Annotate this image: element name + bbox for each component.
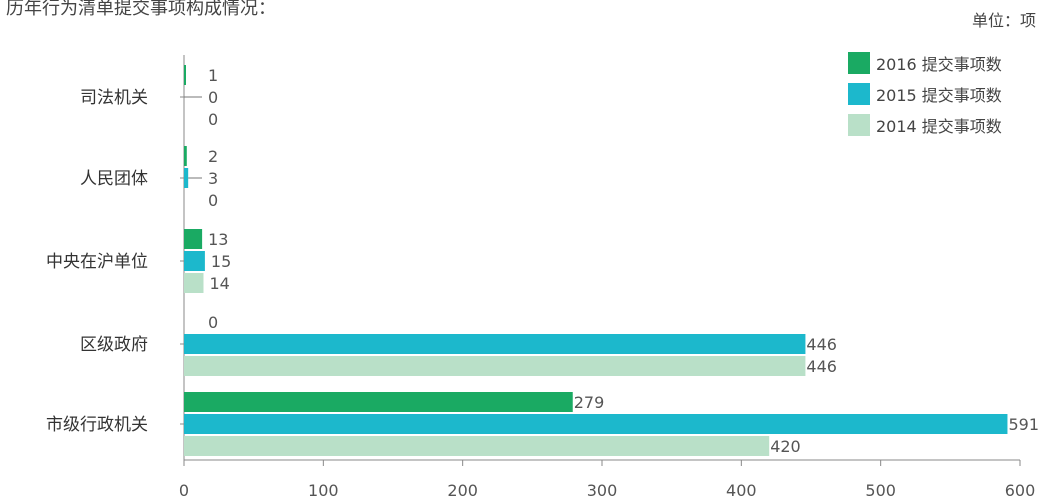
category-label: 人民团体 — [80, 169, 148, 189]
category-label: 中央在沪单位 — [46, 252, 148, 272]
bar — [184, 146, 187, 166]
legend-label: 2016 提交事项数 — [876, 55, 1002, 74]
x-tick-label: 0 — [179, 481, 189, 500]
bars: 1 0 0 2 3 0 13 15 14 0 446 446 279 591 420 — [184, 65, 1039, 456]
data-label: 446 — [806, 357, 837, 376]
legend-swatch — [848, 114, 870, 136]
axes: 0 100 200 300 400 500 600司法机关人民团体中央在沪单位区级政府市级行… — [46, 55, 1035, 500]
bar — [184, 414, 1008, 434]
bar — [184, 273, 204, 293]
data-label: 446 — [806, 335, 837, 354]
bar — [184, 251, 205, 271]
data-label: 420 — [770, 437, 801, 456]
x-tick-label: 500 — [865, 481, 896, 500]
bar — [184, 356, 806, 376]
category-label: 司法机关 — [80, 88, 148, 108]
bar — [184, 334, 806, 354]
x-tick-label: 100 — [308, 481, 339, 500]
data-label: 591 — [1008, 415, 1039, 434]
bar — [184, 229, 203, 249]
data-label: 3 — [208, 169, 218, 188]
x-tick-label: 300 — [587, 481, 618, 500]
chart-title: 历年行为清单提交事项构成情况： — [6, 0, 276, 19]
data-label: 0 — [208, 313, 218, 332]
data-label: 0 — [208, 110, 218, 129]
data-label: 1 — [208, 66, 218, 85]
data-label: 15 — [211, 252, 231, 271]
data-label: 13 — [208, 230, 228, 249]
legend-swatch — [848, 52, 870, 74]
bar — [184, 436, 770, 456]
data-label: 14 — [210, 274, 230, 293]
bar — [184, 65, 186, 85]
legend-swatch — [848, 83, 870, 105]
data-label: 2 — [208, 147, 218, 166]
data-label: 0 — [208, 88, 218, 107]
legend-label: 2015 提交事项数 — [876, 86, 1002, 105]
legend: 2016 提交事项数 2015 提交事项数 2014 提交事项数 — [848, 52, 1002, 136]
x-tick-label: 400 — [726, 481, 757, 500]
unit-label: 单位：项 — [972, 11, 1036, 30]
data-label: 279 — [574, 393, 605, 412]
bar — [184, 168, 189, 188]
category-label: 市级行政机关 — [46, 415, 148, 435]
bar — [184, 392, 573, 412]
x-tick-label: 200 — [447, 481, 478, 500]
data-label: 0 — [208, 191, 218, 210]
x-tick-label: 600 — [1005, 481, 1036, 500]
legend-label: 2014 提交事项数 — [876, 117, 1002, 136]
category-label: 区级政府 — [80, 335, 148, 355]
